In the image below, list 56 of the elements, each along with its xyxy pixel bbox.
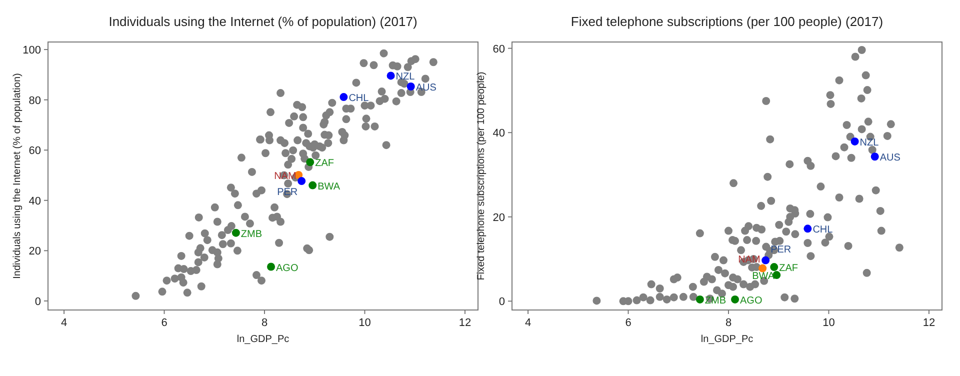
annotation: ZAF <box>779 263 798 274</box>
x-tick-label: 4 <box>524 317 532 329</box>
y-tick-label: 40 <box>492 128 505 140</box>
annotation: NZL <box>396 72 416 83</box>
y-tick-label: 20 <box>492 212 505 224</box>
point <box>870 152 879 161</box>
y-tick-label: 80 <box>28 94 41 107</box>
point <box>850 137 859 146</box>
y-tick-label: 60 <box>492 43 505 56</box>
y-tick-label: 60 <box>28 145 41 158</box>
annotation: AGO <box>740 295 762 306</box>
x-axis-title: ln_GDP_Pc <box>700 334 754 345</box>
annotation: ZAF <box>315 158 334 170</box>
point <box>340 93 348 102</box>
point <box>804 224 812 233</box>
annotation: ZMB <box>240 228 262 240</box>
point <box>267 262 276 271</box>
x-tick-label: 8 <box>725 317 732 329</box>
point <box>762 256 770 264</box>
annotation: CHL <box>348 93 370 104</box>
annotation: NZL <box>860 137 880 148</box>
y-axis-title: Individuals using the Internet (% of population) <box>12 73 23 279</box>
point <box>406 82 415 90</box>
annotation: ZMB <box>704 295 726 306</box>
annotation: AUS <box>416 82 437 94</box>
point <box>232 228 240 237</box>
x-axis-title: ln_GDP_Pc <box>236 334 290 345</box>
y-tick-label: 40 <box>28 195 41 208</box>
x-tick-label: 12 <box>922 317 936 329</box>
annotation: AUS <box>880 152 901 164</box>
chart-title: Fixed telephone subscriptions (per 100 people) (2017) <box>570 14 884 29</box>
x-tick-label: 8 <box>261 317 268 329</box>
point <box>308 181 317 190</box>
y-tick-label: 20 <box>28 246 41 258</box>
x-tick-label: 10 <box>822 317 835 329</box>
point <box>758 264 767 272</box>
y-tick-label: 100 <box>22 44 41 57</box>
point <box>298 177 306 186</box>
point <box>770 263 778 272</box>
point <box>306 158 314 166</box>
annotation: CHL <box>812 224 834 236</box>
y-tick-label: 0 <box>498 296 505 308</box>
x-tick-label: 6 <box>161 317 168 329</box>
y-tick-label: 0 <box>34 296 41 308</box>
chart-title: Individuals using the Internet (% of population) (2017) <box>108 14 418 29</box>
x-tick-label: 6 <box>625 317 632 329</box>
x-tick-label: 4 <box>60 317 68 329</box>
annotation: BWA <box>318 181 340 192</box>
x-tick-label: 12 <box>458 317 472 329</box>
point <box>386 72 395 80</box>
y-axis-title: Fixed telephone subscriptions (per 100 people) <box>476 72 487 280</box>
annotation: NAM <box>274 170 296 182</box>
x-tick-label: 10 <box>358 317 371 329</box>
point <box>731 295 740 304</box>
point <box>696 295 704 304</box>
annotation: AGO <box>276 262 298 274</box>
